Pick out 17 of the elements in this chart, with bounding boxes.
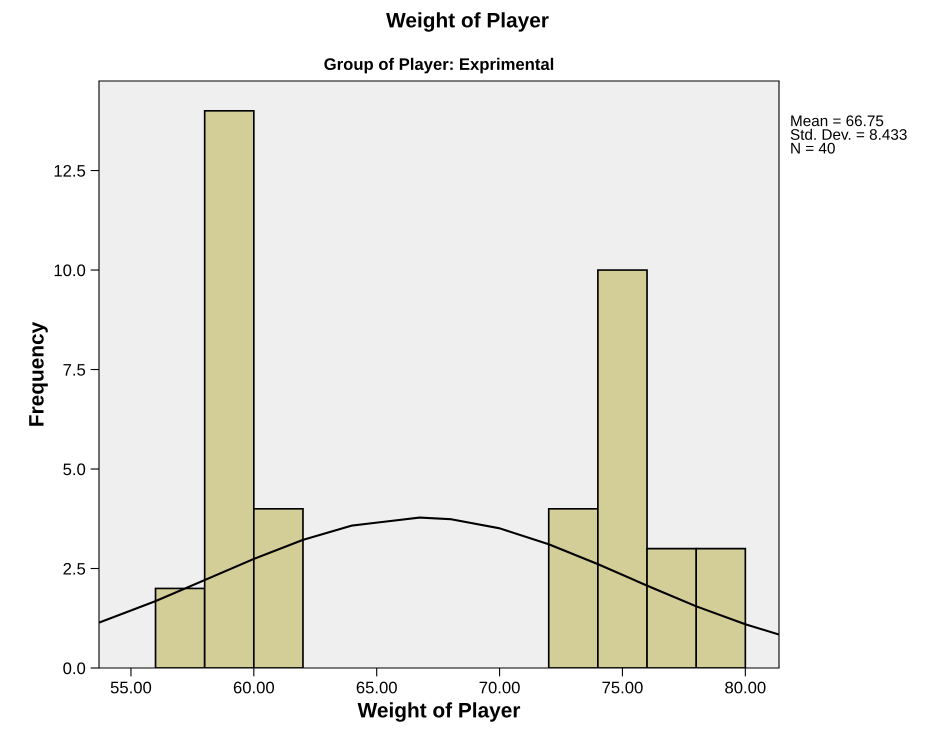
text: Mean = 66.75 Std. Dev. = 8.433 N = 40 [790, 115, 907, 154]
y-axis-title: Frequency [29, 322, 48, 426]
chart-subtitle: Group of Player: Exprimental [324, 58, 554, 74]
x-tick-label: 65.00 [356, 682, 397, 694]
x-tick-label: 80.00 [725, 682, 766, 694]
y-tick-label: 10.0 [54, 264, 86, 276]
x-tick-label: 60.00 [234, 682, 274, 694]
x-tick-label: 75.00 [602, 682, 643, 694]
x-tick-label: 55.00 [110, 682, 152, 694]
y-tick-label: 5.0 [63, 463, 86, 476]
x-axis-title: Weight of Player [358, 702, 520, 722]
y-tick-label: 0.0 [63, 662, 86, 674]
x-tick-label: 70.00 [480, 682, 520, 694]
chart-title: Weight of Player [386, 12, 549, 32]
y-tick-label: 12.5 [54, 164, 86, 177]
y-tick-label: 2.5 [63, 562, 86, 575]
y-tick-label: 7.5 [63, 364, 86, 376]
